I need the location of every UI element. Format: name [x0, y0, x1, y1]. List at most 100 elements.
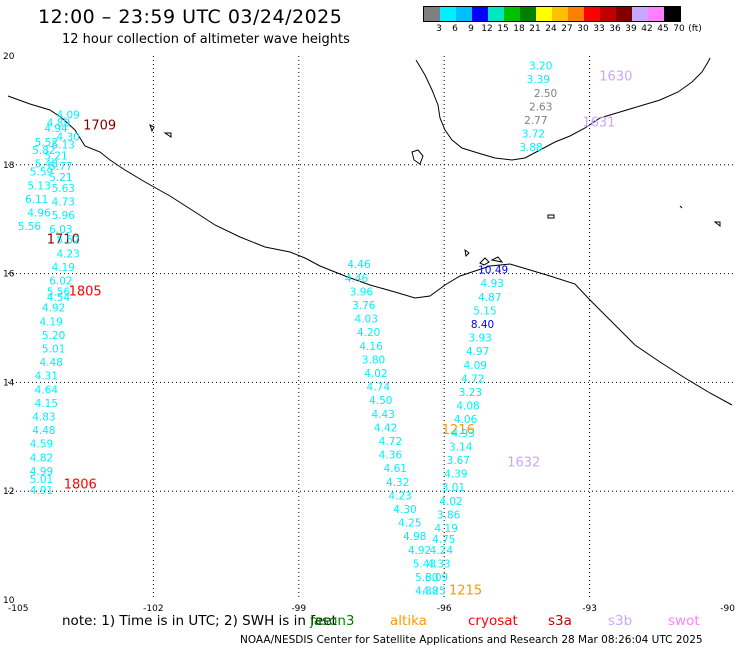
lat-tick-label: 20: [3, 52, 15, 62]
legend-swatch: [424, 7, 440, 21]
lat-tick-label: 10: [3, 596, 15, 606]
wave-height-value: 4.25: [422, 586, 445, 598]
footer-credit: NOAA/NESDIS Center for Satellite Applica…: [240, 634, 703, 646]
wave-height-value: 4.75: [432, 534, 455, 546]
legend-swatch: [552, 7, 568, 21]
lat-tick-label: 18: [3, 161, 15, 171]
wave-height-value: 5.52: [35, 137, 58, 149]
wave-height-value: 4.48: [40, 357, 63, 369]
lat-tick-label: 16: [3, 270, 15, 280]
track-time-label: 1806: [64, 477, 97, 492]
track-time-label: 1631: [582, 116, 615, 131]
wave-height-value: 5.21: [49, 172, 72, 184]
color-legend: 3 6 9 12 15 18 21 24 27 30 33 36 39 42 45 70 (ft): [423, 6, 702, 36]
wave-height-value: 5.52: [56, 235, 79, 247]
wave-height-value: 5.13: [52, 139, 75, 151]
wave-height-value: 4.20: [357, 327, 380, 339]
coastline-main: [7, 95, 733, 406]
legend-swatch: [584, 7, 600, 21]
wave-height-value: 5.77: [49, 161, 72, 173]
legend-swatch: [648, 7, 664, 21]
wave-height-value: 4.73: [52, 197, 75, 209]
coastline-gulf: [415, 57, 711, 161]
track-time-label: 1630: [599, 69, 632, 84]
map-subtitle: 12 hour collection of altimeter wave hei…: [62, 32, 350, 47]
satellite-label-altika: altika: [390, 613, 427, 629]
wave-height-value: 2.63: [529, 101, 552, 113]
wave-height-value: 5.56: [47, 286, 71, 298]
wave-height-value: 4.15: [35, 398, 58, 410]
wave-height-value: 10.49: [478, 265, 508, 277]
wave-height-value: 3.72: [522, 129, 545, 141]
wave-height-value: 4.32: [386, 477, 409, 489]
islands: [149, 124, 721, 266]
wave-height-value: 4.03: [355, 314, 378, 326]
wave-height-value: 4.33: [427, 558, 450, 570]
lat-tick-label: 12: [3, 487, 14, 497]
wave-height-value: 4.61: [384, 463, 407, 475]
legend-swatch: [504, 7, 520, 21]
wave-height-value: 4.98: [403, 531, 426, 543]
wave-height-value: 4.46: [345, 273, 369, 285]
wave-height-value: 6.02: [49, 275, 72, 287]
wave-height-value: 4.19: [40, 316, 63, 328]
wave-height-value: 4.99: [30, 466, 53, 478]
wave-height-value: 5.63: [52, 183, 75, 195]
wave-height-value: 5.21: [44, 150, 67, 162]
legend-label: 9: [468, 24, 474, 34]
wave-height-value: 6.09: [425, 572, 448, 584]
legend-swatch: [472, 7, 488, 21]
wave-height-value: 3.76: [352, 300, 376, 312]
wave-height-value: 5.96: [52, 210, 76, 222]
legend-label: 24: [545, 24, 557, 34]
wave-height-value: 4.93: [451, 428, 474, 440]
legend-label: 27: [561, 24, 573, 34]
wave-height-value: 4.64: [35, 384, 59, 396]
track-labels: 1709 1710 1805 1806 1630 1631 1632 1216 1215: [47, 69, 633, 598]
wave-height-value: 4.23: [56, 248, 79, 260]
wave-height-value: 4.91: [30, 485, 53, 497]
map-grid: -105 -102 -99 -96 -93 -90 20 18 16 14 12 10: [3, 52, 735, 614]
wave-height-value: 4.30: [393, 504, 416, 516]
wave-height-value: 4.93: [481, 278, 504, 290]
legend-labels: 3 6 9 12 15 18 21 24 27 30 33 36 39 42 45 70 (ft): [423, 22, 702, 36]
wave-height-value: 4.43: [372, 409, 395, 421]
track-time-label: 1710: [47, 233, 80, 248]
satellite-label-s3a: s3a: [548, 613, 572, 629]
track-time-label: 1216: [442, 423, 475, 438]
wave-height-value: 4.19: [435, 523, 458, 535]
wave-height-value: 4.36: [379, 450, 403, 462]
wave-height-value: 3.86: [437, 509, 461, 521]
wave-height-value: 4.25: [398, 518, 421, 530]
wave-height-value: 3.67: [447, 455, 470, 467]
wave-height-value: 3.14: [449, 441, 473, 453]
wave-height-value: 8.40: [471, 319, 494, 331]
wave-height-value: 4.50: [369, 395, 392, 407]
wave-height-value: 4.02: [364, 368, 387, 380]
wave-height-value: 4.16: [359, 341, 383, 353]
legend-swatch: [600, 7, 616, 21]
lat-tick-label: 14: [3, 378, 15, 388]
wave-height-value: 4.72: [379, 436, 402, 448]
wave-height-value: 5.13: [27, 180, 50, 192]
wave-height-value: 4.94: [44, 123, 68, 135]
wave-height-value: 4.83: [32, 411, 55, 423]
legend-label: 3: [436, 24, 442, 34]
legend-swatch: [568, 7, 584, 21]
wave-height-value: 4.09: [56, 110, 79, 122]
map-title: 12:00 – 23:59 UTC 03/24/2025: [38, 6, 343, 28]
wave-height-value: 4.02: [439, 496, 462, 508]
wave-height-value: 5.30: [415, 572, 438, 584]
track-time-label: 1215: [449, 584, 482, 599]
legend-swatch: [440, 7, 456, 21]
satellite-label-swot: swot: [668, 613, 700, 629]
satellite-label-s3b: s3b: [608, 613, 633, 629]
legend-label: 30: [577, 24, 589, 34]
wave-height-value: 4.54: [47, 292, 71, 304]
wave-height-value: 5.01: [30, 474, 53, 486]
wave-height-value: 4.82: [30, 452, 53, 464]
coastline-bay: [411, 149, 424, 165]
track-time-label: 1632: [507, 456, 540, 471]
legend-label: 15: [497, 24, 509, 34]
legend-swatch: [488, 7, 504, 21]
